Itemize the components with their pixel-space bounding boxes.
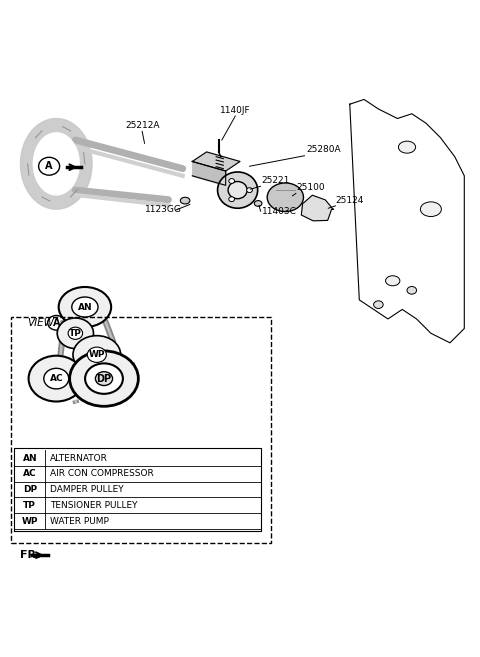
Text: 11403C: 11403C — [262, 207, 296, 216]
Polygon shape — [192, 152, 240, 171]
Text: VIEW: VIEW — [28, 318, 55, 328]
Ellipse shape — [420, 202, 442, 217]
Text: AN: AN — [23, 453, 37, 463]
Ellipse shape — [385, 276, 400, 286]
Ellipse shape — [72, 297, 98, 317]
Text: ALTERNATOR: ALTERNATOR — [50, 453, 108, 463]
Polygon shape — [301, 195, 333, 221]
Text: 25280A: 25280A — [307, 145, 341, 154]
Ellipse shape — [70, 351, 138, 406]
Text: 25212A: 25212A — [125, 121, 159, 130]
Text: DP: DP — [96, 374, 111, 384]
Text: AC: AC — [23, 469, 36, 478]
Text: 25221: 25221 — [262, 176, 290, 185]
Text: DAMPER PULLEY: DAMPER PULLEY — [50, 485, 124, 494]
Text: AC: AC — [49, 374, 63, 383]
Ellipse shape — [254, 200, 262, 206]
Ellipse shape — [85, 363, 123, 394]
Polygon shape — [34, 133, 79, 195]
Ellipse shape — [29, 355, 84, 401]
Ellipse shape — [180, 197, 190, 204]
Text: TP: TP — [69, 328, 82, 338]
Text: A: A — [46, 161, 53, 171]
Text: 1123GG: 1123GG — [145, 204, 182, 214]
Text: WP: WP — [22, 516, 38, 526]
Ellipse shape — [407, 286, 417, 294]
Text: WATER PUMP: WATER PUMP — [50, 516, 109, 526]
Text: AIR CON COMPRESSOR: AIR CON COMPRESSOR — [50, 469, 154, 478]
Ellipse shape — [247, 188, 252, 193]
Ellipse shape — [229, 179, 235, 183]
Text: TENSIONER PULLEY: TENSIONER PULLEY — [50, 501, 138, 510]
Text: FR.: FR. — [21, 550, 41, 560]
Text: A: A — [52, 318, 60, 328]
Text: 25100: 25100 — [296, 183, 325, 192]
Text: AN: AN — [78, 302, 92, 311]
Text: 25124: 25124 — [336, 196, 364, 205]
Ellipse shape — [217, 172, 258, 208]
Polygon shape — [350, 99, 464, 343]
Ellipse shape — [73, 336, 120, 374]
Ellipse shape — [57, 318, 94, 349]
Text: WP: WP — [89, 350, 105, 359]
Ellipse shape — [96, 372, 113, 386]
Ellipse shape — [68, 327, 83, 340]
Ellipse shape — [267, 183, 303, 212]
Text: DP: DP — [23, 485, 37, 494]
Ellipse shape — [87, 347, 107, 363]
Ellipse shape — [44, 369, 69, 389]
Ellipse shape — [229, 197, 235, 202]
Ellipse shape — [373, 301, 383, 308]
Polygon shape — [21, 118, 92, 209]
Ellipse shape — [398, 141, 416, 153]
Text: 1140JF: 1140JF — [220, 106, 251, 115]
Ellipse shape — [59, 287, 111, 327]
Ellipse shape — [228, 181, 247, 198]
Ellipse shape — [38, 157, 60, 175]
Text: TP: TP — [24, 501, 36, 510]
Ellipse shape — [48, 315, 65, 330]
